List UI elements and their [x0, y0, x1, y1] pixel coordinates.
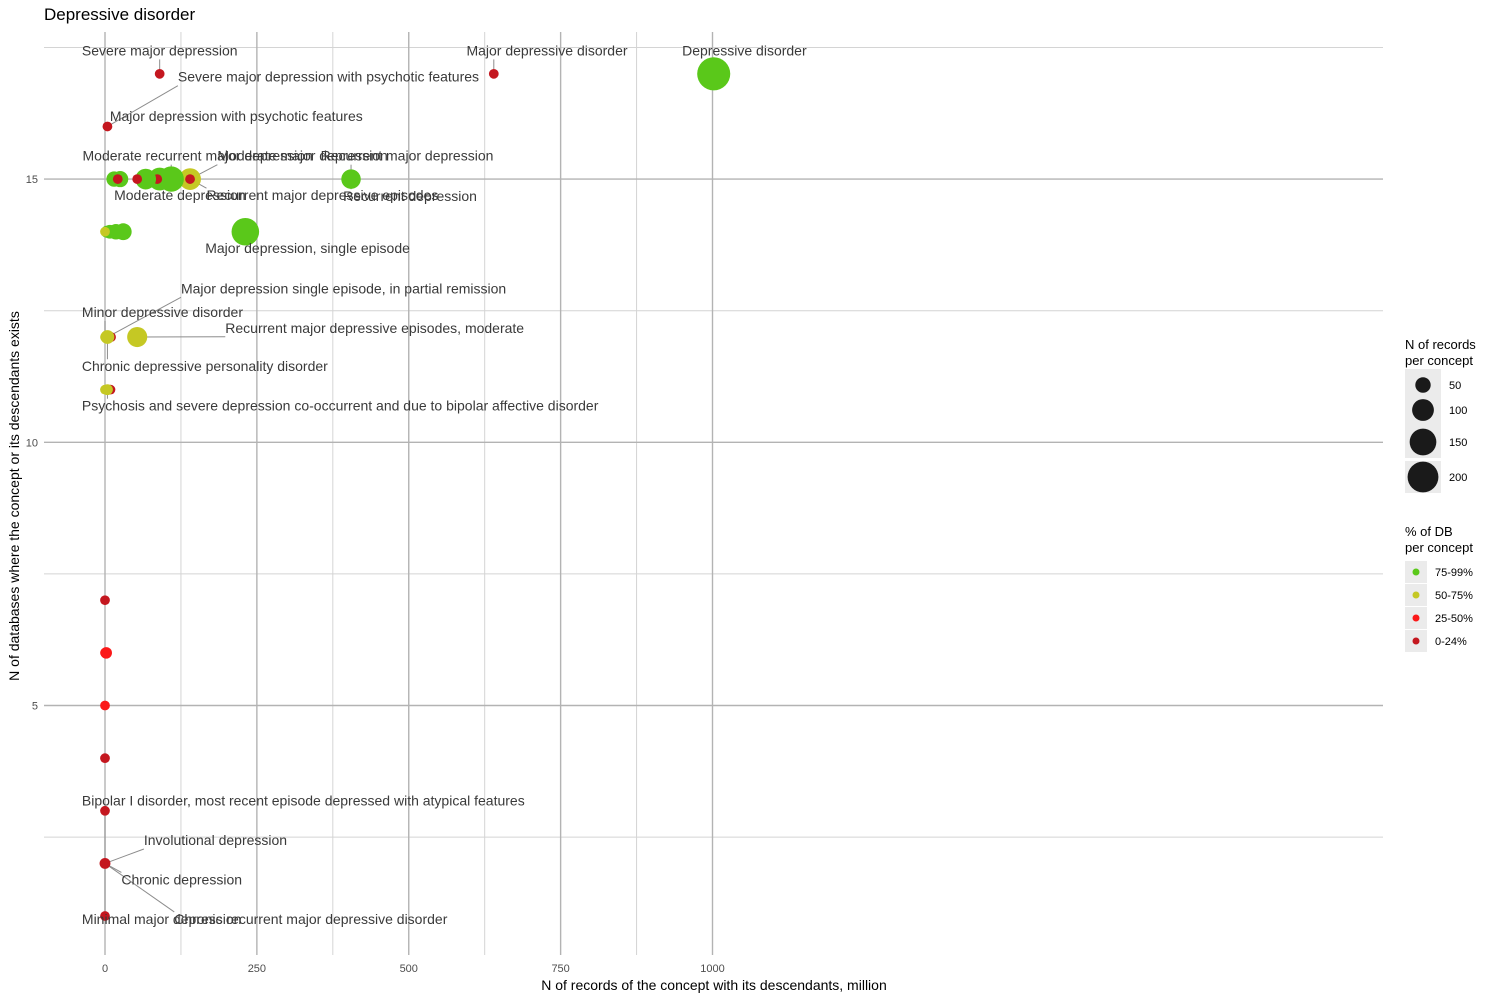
point-labels: Depressive disorder Major depressive diso… [82, 42, 807, 927]
data-point [100, 753, 110, 764]
size-legend-symbol [1415, 377, 1431, 393]
label-leader-line [104, 863, 175, 913]
size-legend-symbol [1409, 428, 1437, 456]
data-point [100, 332, 110, 342]
point-label: Minor depressive disorder [82, 304, 243, 320]
x-axis-title: N of records of the concept with its des… [541, 977, 887, 993]
point-label: Recurrent depression [343, 188, 477, 204]
size-legend-label: 150 [1449, 437, 1467, 449]
point-label: Psychosis and severe depression co-occur… [82, 398, 599, 414]
size-legend-label: 50 [1449, 380, 1461, 392]
label-leader-line [104, 848, 145, 864]
data-point [132, 174, 143, 184]
size-legend-symbol [1407, 461, 1439, 493]
y-axis-ticks: 5 10 15 [26, 174, 38, 712]
x-tick-label: 0 [102, 963, 108, 975]
size-legend: N of records per concept 50 100 150 200 [1405, 337, 1476, 493]
data-points [99, 57, 731, 921]
data-point [100, 911, 110, 921]
data-point [127, 326, 148, 348]
color-legend-label: 25-50% [1435, 613, 1473, 625]
data-point [185, 174, 195, 184]
color-legend-label: 50-75% [1435, 590, 1473, 602]
data-point [112, 174, 123, 184]
grid [44, 32, 1383, 955]
x-axis-ticks: 0 250 500 750 1000 [102, 963, 725, 975]
color-legend-symbol [1412, 568, 1420, 576]
point-label: Recurrent major depression [321, 148, 494, 164]
size-legend-title-line2: per concept [1405, 353, 1473, 368]
y-tick-label: 5 [32, 701, 38, 713]
size-legend-label: 200 [1449, 472, 1467, 484]
color-legend-label: 75-99% [1435, 567, 1473, 579]
data-point [341, 169, 361, 189]
chart-title: Depressive disorder [44, 5, 196, 24]
data-point [231, 217, 260, 246]
point-label: Severe major depression with psychotic f… [178, 69, 479, 85]
point-label: Moderate major depression [217, 148, 387, 164]
y-axis-title: N of databases where the concept or its … [6, 311, 22, 681]
x-tick-label: 1000 [700, 963, 724, 975]
x-tick-label: 500 [400, 963, 418, 975]
data-point [100, 700, 110, 711]
data-point [102, 121, 113, 132]
point-label: Major depression with psychotic features [110, 108, 363, 124]
color-legend-symbol [1412, 591, 1420, 599]
data-point [697, 57, 731, 91]
point-label: Major depression, single episode [205, 240, 410, 256]
size-legend-label: 100 [1449, 405, 1467, 417]
y-tick-label: 15 [26, 174, 38, 186]
point-label: Major depressive disorder [466, 42, 627, 58]
point-label: Involutional depression [144, 832, 287, 848]
point-label: Chronic recurrent major depressive disor… [174, 911, 447, 927]
point-label: Recurrent major depressive episodes [206, 187, 438, 203]
point-label: Severe major depression [82, 42, 238, 58]
point-label: Moderate depression [114, 187, 246, 203]
x-tick-label: 250 [248, 963, 266, 975]
color-legend-title-line2: per concept [1405, 540, 1473, 555]
point-label: Moderate recurrent major depression [83, 148, 313, 164]
data-point [135, 168, 157, 190]
point-label: Major depression single episode, in part… [181, 280, 506, 296]
data-point [100, 805, 110, 816]
point-label: Bipolar I disorder, most recent episode … [82, 793, 525, 809]
data-point [100, 595, 110, 606]
size-legend-title-line1: N of records [1405, 337, 1476, 352]
point-label: Chronic depressive personality disorder [82, 358, 328, 374]
color-legend-label: 0-24% [1435, 636, 1467, 648]
color-legend-symbol [1412, 637, 1420, 645]
color-legend-symbol [1412, 614, 1420, 622]
point-label: Recurrent major depressive episodes, mod… [225, 320, 524, 336]
label-leader-line [107, 296, 182, 338]
data-point [488, 68, 499, 79]
x-tick-label: 750 [551, 963, 569, 975]
point-label: Minimal major depression [82, 911, 242, 927]
color-legend: % of DB per concept 75-99% 50-75% 25-50% 0-… [1405, 524, 1473, 652]
data-point [154, 68, 165, 79]
color-legend-title-line1: % of DB [1405, 524, 1453, 539]
size-legend-symbol [1412, 399, 1434, 421]
data-point [100, 384, 110, 395]
point-label: Depressive disorder [682, 42, 807, 58]
data-point [100, 647, 110, 658]
label-leader-line [107, 85, 179, 127]
point-label: Chronic depression [121, 871, 242, 887]
data-point [99, 857, 111, 869]
y-tick-label: 10 [26, 437, 38, 449]
data-point [100, 226, 110, 237]
